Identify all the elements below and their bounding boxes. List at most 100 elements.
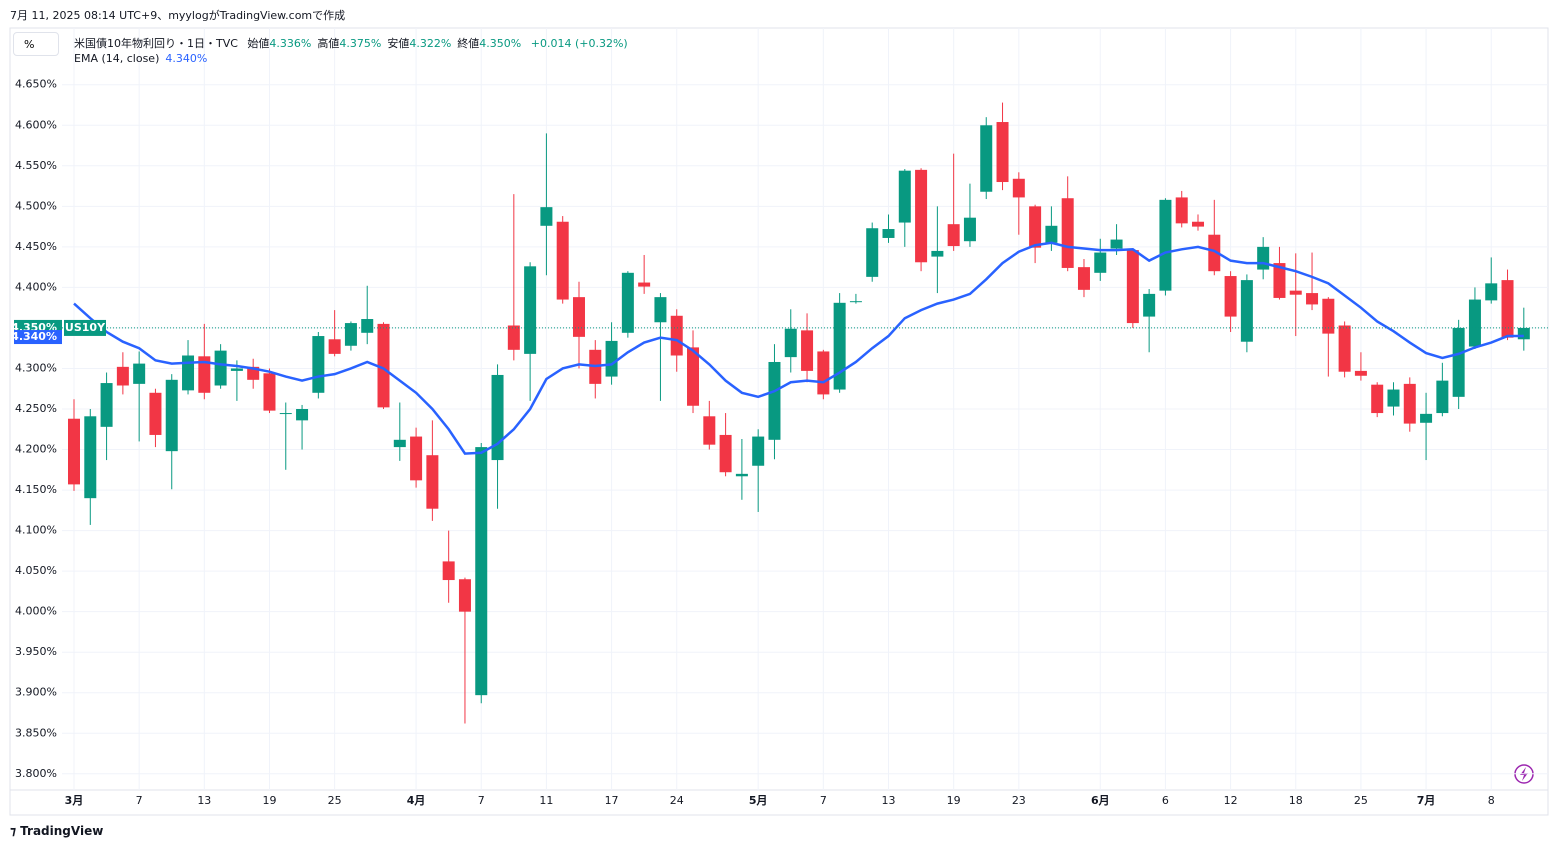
- x-tick-label: 13: [197, 794, 211, 807]
- y-tick-label: 4.050%: [15, 564, 57, 577]
- candle-body: [1012, 178, 1025, 198]
- candle-body: [1192, 221, 1205, 227]
- candle-body: [1371, 384, 1384, 414]
- candle-body: [1045, 225, 1058, 243]
- candle-body: [1094, 252, 1107, 273]
- candle-body: [84, 416, 97, 499]
- candle-body: [279, 413, 292, 415]
- candle-body: [1110, 239, 1123, 249]
- ema-legend: EMA (14, close) 4.340%: [74, 52, 207, 65]
- candle-body: [947, 224, 960, 247]
- candle-body: [752, 436, 765, 466]
- y-tick-label: 3.950%: [15, 645, 57, 658]
- candle-body: [882, 229, 895, 238]
- candle-body: [344, 323, 357, 346]
- legend: 米国債10年物利回り・1日・TVC 始値4.336% 高値4.375% 安値4.32…: [74, 35, 634, 51]
- candle-body: [1485, 283, 1498, 301]
- ema-tag-label: 4.340%: [11, 330, 57, 343]
- legend-value: 4.336%: [269, 37, 312, 50]
- x-tick-label: 19: [262, 794, 276, 807]
- candle-body: [833, 302, 846, 390]
- y-tick-label: 4.450%: [15, 240, 57, 253]
- candle-body: [214, 350, 227, 386]
- legend-value: 4.322%: [409, 37, 452, 50]
- candle-body: [68, 418, 80, 485]
- candle-body: [1273, 263, 1286, 298]
- footer-text: TradingView: [20, 824, 104, 838]
- ema-tag: [14, 330, 62, 345]
- candle-body: [1224, 276, 1237, 317]
- unit-button[interactable]: %: [13, 32, 59, 56]
- candle-body: [540, 207, 553, 226]
- candle-body: [1143, 293, 1156, 317]
- candle-body: [654, 297, 667, 323]
- candle-body: [1175, 197, 1188, 224]
- candle-body: [296, 409, 309, 421]
- legend-label: 安値: [387, 37, 410, 50]
- candle-body: [1257, 246, 1270, 270]
- candle-body: [426, 455, 439, 509]
- candle-body: [849, 301, 862, 303]
- candle-body: [817, 351, 830, 395]
- candle-body: [410, 436, 423, 481]
- candle-body: [442, 561, 455, 581]
- x-tick-label: 7: [136, 794, 143, 807]
- candle-body: [475, 447, 488, 696]
- chart-frame: [9, 27, 1549, 816]
- x-tick-label: 6月: [1091, 794, 1110, 807]
- ema-name: EMA (14, close): [74, 52, 160, 65]
- x-tick-label: 11: [539, 794, 553, 807]
- x-tick-label: 19: [947, 794, 961, 807]
- ohlc: 始値4.336% 高値4.375% 安値4.322% 終値4.350%: [241, 37, 527, 50]
- candle-body: [621, 272, 634, 333]
- candle-body: [638, 282, 651, 287]
- candle-body: [735, 473, 748, 477]
- candle-body: [1436, 380, 1449, 414]
- candle-body: [915, 169, 928, 263]
- x-tick-label: 25: [1354, 794, 1368, 807]
- candle-body: [1387, 389, 1400, 407]
- candle-body: [312, 336, 325, 393]
- candle-body: [670, 315, 683, 356]
- candle-body: [1240, 280, 1253, 342]
- candle-body: [1289, 290, 1302, 295]
- candle-body: [980, 125, 993, 192]
- candle-body: [801, 330, 814, 371]
- candle-body: [491, 374, 504, 461]
- candle-body: [230, 368, 243, 371]
- legend-value: 4.350%: [479, 37, 522, 50]
- candle-body: [1403, 383, 1416, 424]
- candle-body: [1029, 206, 1042, 248]
- candle-body: [1077, 267, 1090, 290]
- x-tick-label: 6: [1162, 794, 1169, 807]
- symbol-title: 米国債10年物利回り・1日・TVC: [74, 37, 238, 50]
- y-tick-label: 3.900%: [15, 686, 57, 699]
- candle-body: [784, 328, 797, 358]
- x-tick-label: 13: [882, 794, 896, 807]
- candle-body: [263, 373, 276, 411]
- x-tick-label: 23: [1012, 794, 1026, 807]
- x-tick-label: 7月: [1417, 794, 1436, 807]
- candle-body: [377, 323, 390, 408]
- legend-value: 4.375%: [339, 37, 382, 50]
- candle-body: [1338, 325, 1351, 372]
- candle-body: [1126, 250, 1139, 324]
- candle-body: [931, 250, 944, 257]
- candle-body: [182, 355, 195, 391]
- candle-body: [768, 361, 781, 440]
- x-tick-label: 4月: [407, 794, 426, 807]
- candle-body: [524, 266, 537, 354]
- candle-body: [507, 325, 520, 350]
- candle-body: [1468, 299, 1481, 347]
- x-tick-label: 3月: [65, 794, 84, 807]
- candle-body: [556, 221, 569, 300]
- candle-body: [1322, 298, 1335, 334]
- ema-line: [73, 241, 1524, 455]
- x-tick-label: 25: [328, 794, 342, 807]
- candle-body: [1159, 199, 1172, 291]
- candle-body: [963, 217, 976, 242]
- symbol-tag: [64, 319, 106, 336]
- candle-body: [328, 339, 341, 354]
- x-tick-label: 8: [1488, 794, 1495, 807]
